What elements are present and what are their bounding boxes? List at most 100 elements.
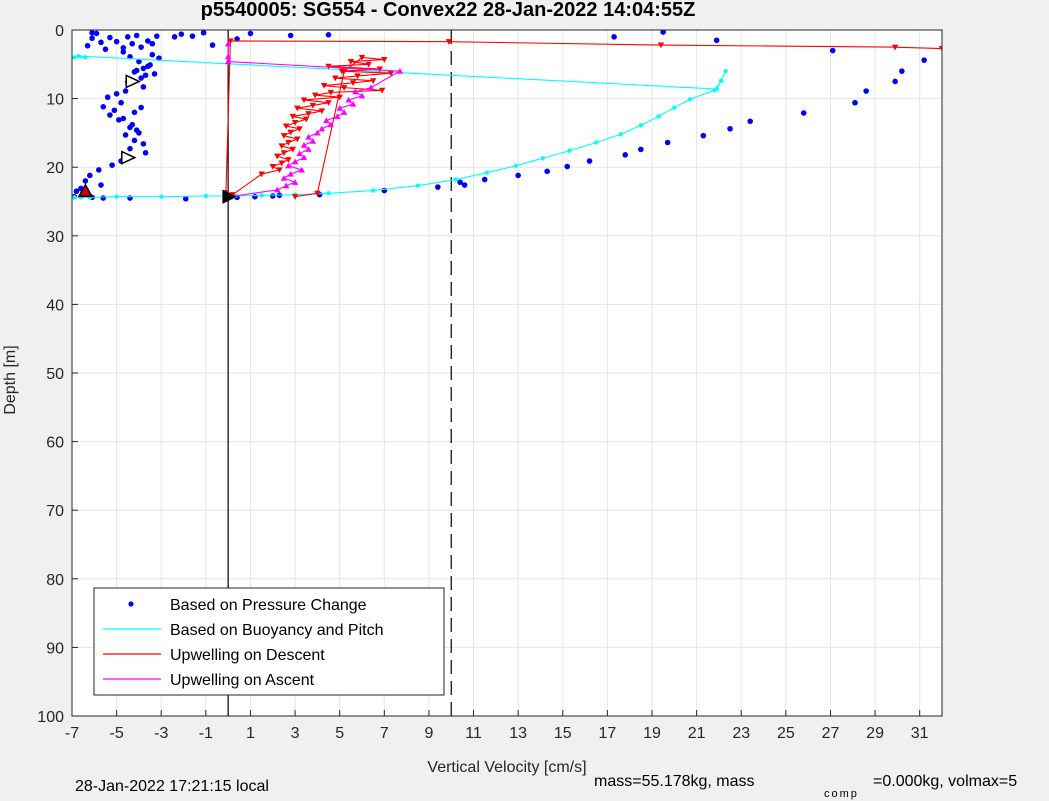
- data-point-pressure: [269, 193, 276, 199]
- footer-comp-subscript: comp: [824, 788, 859, 800]
- legend-label-buoyancy: Based on Buoyancy and Pitch: [170, 622, 383, 639]
- data-point-pressure: [89, 35, 95, 42]
- data-point-ascent: [314, 129, 321, 136]
- data-point-descent: [278, 143, 285, 150]
- data-point-pressure: [133, 32, 140, 39]
- data-point-pressure: [138, 75, 144, 81]
- chart-title: p5540005: SG554 - Convex22 28-Jan-2022 1…: [201, 0, 696, 21]
- data-point-buoyancy: [594, 140, 599, 145]
- data-point-buoyancy: [513, 163, 519, 169]
- data-point-pressure: [95, 167, 102, 173]
- data-point-pressure: [100, 104, 107, 110]
- data-point-descent: [291, 120, 299, 126]
- x-tick-label: 15: [554, 725, 572, 742]
- x-tick-label: -5: [109, 725, 123, 742]
- y-axis-label: Depth [m]: [2, 345, 19, 414]
- data-point-descent: [376, 66, 384, 73]
- data-point-pressure: [664, 139, 671, 146]
- data-point-descent: [294, 136, 301, 143]
- data-point-pressure: [145, 63, 151, 70]
- data-point-descent: [318, 108, 326, 115]
- data-point-ascent: [287, 170, 294, 177]
- series-layer: [72, 30, 942, 716]
- data-point-pressure: [124, 34, 131, 40]
- data-point-pressure: [113, 90, 120, 97]
- data-point-pressure: [921, 57, 927, 63]
- data-point-pressure: [713, 37, 720, 44]
- data-point-descent: [378, 87, 386, 94]
- data-point-ascent: [282, 182, 290, 189]
- x-tick-label: 9: [424, 725, 433, 742]
- y-tick-label: 20: [46, 160, 64, 177]
- data-point-ascent: [323, 117, 330, 124]
- x-tick-label: 5: [335, 725, 344, 742]
- marker-surface-triangle: [77, 183, 94, 198]
- data-point-pressure: [131, 137, 138, 144]
- data-point-buoyancy: [484, 170, 490, 175]
- series-group: [72, 30, 942, 716]
- data-point-descent: [311, 92, 319, 99]
- data-point-buoyancy: [159, 194, 164, 199]
- data-point-pressure: [586, 158, 593, 164]
- data-point-ascent: [305, 146, 312, 152]
- data-point-pressure: [122, 132, 129, 138]
- x-tick-label: 27: [822, 725, 840, 742]
- y-tick-label: 100: [37, 709, 64, 726]
- data-point-ascent: [367, 84, 375, 91]
- data-point-pressure: [325, 32, 332, 38]
- data-point-pressure: [800, 110, 807, 116]
- data-point-pressure: [131, 109, 138, 116]
- data-point-pressure: [899, 68, 905, 74]
- data-point-buoyancy: [687, 97, 693, 102]
- data-point-buoyancy: [72, 195, 77, 200]
- data-point-pressure: [98, 39, 104, 46]
- data-point-pressure: [515, 172, 521, 179]
- data-point-descent: [314, 190, 321, 197]
- data-point-descent: [325, 100, 332, 106]
- data-point-descent: [287, 129, 294, 136]
- data-point-pressure: [149, 51, 156, 58]
- data-point-pressure: [142, 72, 149, 79]
- data-point-ascent: [340, 109, 348, 115]
- data-point-pressure: [189, 33, 196, 39]
- data-point-descent: [280, 133, 288, 139]
- y-tick-label: 60: [46, 435, 64, 452]
- data-point-buoyancy: [618, 132, 623, 137]
- data-point-pressure: [98, 182, 104, 188]
- data-point-pressure: [200, 30, 207, 36]
- data-point-descent: [354, 73, 361, 80]
- data-point-pressure: [747, 118, 753, 125]
- legend-box: [93, 587, 445, 696]
- data-point-descent: [258, 171, 265, 178]
- data-point-descent: [309, 102, 317, 109]
- data-point-ascent: [296, 150, 303, 157]
- y-tick-label: 0: [55, 23, 64, 40]
- data-point-descent: [280, 150, 288, 156]
- legend-label-descent: Upwelling on Descent: [170, 647, 325, 664]
- data-point-pressure: [73, 188, 80, 195]
- data-point-ascent: [396, 67, 404, 74]
- data-point-pressure: [129, 40, 136, 47]
- x-tick-label: -1: [199, 725, 213, 742]
- y-tick-label: 70: [46, 503, 64, 520]
- x-tick-label: 31: [911, 725, 929, 742]
- data-point-ascent: [334, 113, 341, 119]
- y-tick-label: 80: [46, 572, 64, 589]
- data-point-descent: [227, 38, 234, 45]
- data-point-ascent: [280, 174, 288, 181]
- data-point-descent: [336, 94, 343, 101]
- data-point-pressure: [89, 30, 95, 36]
- data-point-pressure: [122, 88, 129, 94]
- data-point-pressure: [142, 149, 149, 156]
- data-point-descent: [332, 75, 339, 82]
- y-tick-label: 90: [46, 640, 64, 657]
- data-point-pressure: [544, 168, 550, 175]
- data-point-pressure: [852, 99, 858, 106]
- marker-climb-triangle: [125, 74, 142, 89]
- data-point-buoyancy: [326, 191, 331, 196]
- data-point-descent: [269, 163, 276, 170]
- data-point-descent: [274, 153, 281, 160]
- data-point-pressure: [87, 172, 93, 179]
- data-point-buoyancy: [714, 86, 719, 92]
- data-point-pressure: [127, 195, 133, 201]
